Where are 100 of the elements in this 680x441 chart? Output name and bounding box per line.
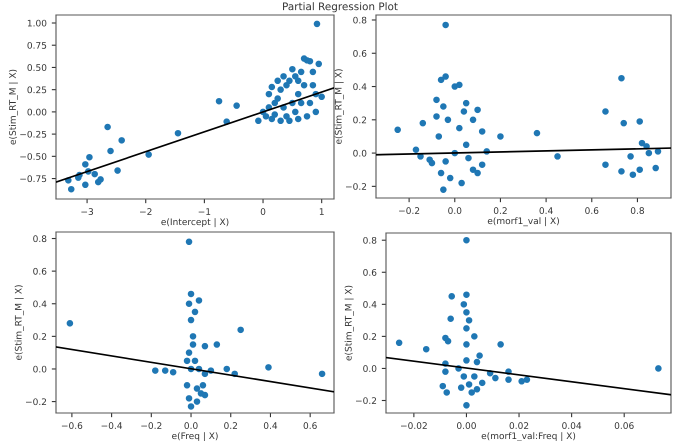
point [466, 317, 472, 324]
point [620, 120, 627, 126]
point [534, 130, 540, 136]
y-tick-label: 0.2 [33, 333, 46, 340]
point [188, 290, 194, 298]
x-tick-label: −2 [140, 208, 152, 215]
point [618, 74, 625, 82]
y-tick-label: 0.4 [353, 83, 366, 90]
point [618, 168, 625, 175]
y-tick-label: 0.75 [27, 42, 46, 49]
y-tick-label: 0.50 [27, 64, 46, 72]
point [492, 374, 499, 382]
point [438, 170, 444, 176]
y-tick-label: 0.6 [363, 269, 376, 276]
x-axis-title: e(Freq | X) [172, 432, 218, 441]
point [433, 113, 440, 120]
point [456, 82, 463, 88]
x-tick-label: 0.6 [585, 207, 598, 214]
y-tick-label: −0.75 [20, 175, 46, 182]
point [470, 166, 476, 173]
point [442, 73, 449, 80]
point [422, 346, 430, 352]
point [463, 357, 470, 364]
point [463, 291, 470, 298]
point [428, 160, 436, 166]
point [440, 382, 446, 390]
y-tick-label: 0.00 [27, 108, 46, 116]
y-tick-label: −0.2 [346, 183, 366, 190]
point [652, 164, 659, 172]
x-axis-title: e(morf1_val | X) [488, 217, 559, 226]
point [194, 398, 200, 405]
y-tick-label: −0.25 [20, 130, 46, 138]
x-axis-title: e(Intercept | X) [161, 218, 228, 228]
point [196, 297, 202, 304]
point [476, 352, 483, 359]
x-tick-label: 0.02 [510, 422, 528, 430]
point [463, 402, 470, 409]
point [456, 124, 463, 132]
point [463, 325, 470, 332]
x-tick-label: 0.4 [540, 207, 553, 214]
point [646, 150, 652, 156]
point [184, 358, 190, 364]
point [460, 301, 468, 308]
y-tick-label: −0.2 [356, 397, 376, 404]
point [200, 382, 206, 389]
chart-title: Partial Regression Plot [283, 2, 398, 12]
point [442, 158, 449, 165]
point [636, 166, 643, 173]
point [458, 180, 465, 186]
point [524, 376, 530, 383]
point [478, 380, 486, 386]
point [554, 153, 561, 160]
x-tick-label: 0.2 [494, 207, 507, 214]
x-tick-label: 0.2 [224, 422, 238, 430]
point [214, 341, 220, 348]
y-tick-label: 0.8 [363, 236, 376, 244]
point [186, 300, 192, 308]
y-tick-label: 0.4 [363, 301, 376, 308]
point [194, 385, 200, 392]
point [224, 366, 230, 372]
x-tick-label: −0.4 [102, 422, 122, 430]
point [447, 315, 454, 322]
y-tick-label: 0.2 [353, 116, 366, 124]
point [627, 153, 634, 160]
point [443, 389, 450, 396]
x-tick-label: 0.06 [614, 422, 634, 430]
y-tick-label: 0.25 [27, 86, 46, 94]
point [470, 116, 476, 124]
point [463, 309, 470, 316]
y-tick-label: 0.0 [33, 366, 46, 373]
point [478, 128, 486, 135]
point [396, 340, 402, 346]
point [471, 373, 478, 380]
x-tick-label: 0.00 [456, 422, 476, 430]
y-tick-label: 0.6 [33, 268, 46, 275]
point [186, 395, 192, 402]
point [412, 146, 420, 154]
point [460, 108, 468, 115]
point [468, 389, 475, 396]
point [630, 171, 636, 178]
y-tick-label: 0.0 [363, 365, 376, 372]
point [602, 161, 609, 168]
point [462, 142, 470, 148]
point [192, 358, 198, 364]
point [202, 392, 208, 398]
point [442, 368, 449, 375]
y-tick-label: −0.50 [20, 153, 46, 160]
point [66, 320, 74, 327]
x-tick-label: −0.2 [141, 422, 162, 430]
y-axis-title: e(Stim_RT_M | X) [8, 70, 18, 145]
point [444, 116, 452, 124]
point [463, 341, 470, 348]
x-tick-label: 0.04 [562, 422, 582, 430]
point [602, 108, 609, 115]
point [505, 376, 512, 383]
x-tick-label: 1 [320, 208, 324, 215]
x-tick-label: 0 [260, 208, 266, 216]
y-tick-label: 0.2 [363, 333, 376, 340]
point [497, 133, 504, 140]
point [474, 106, 481, 114]
